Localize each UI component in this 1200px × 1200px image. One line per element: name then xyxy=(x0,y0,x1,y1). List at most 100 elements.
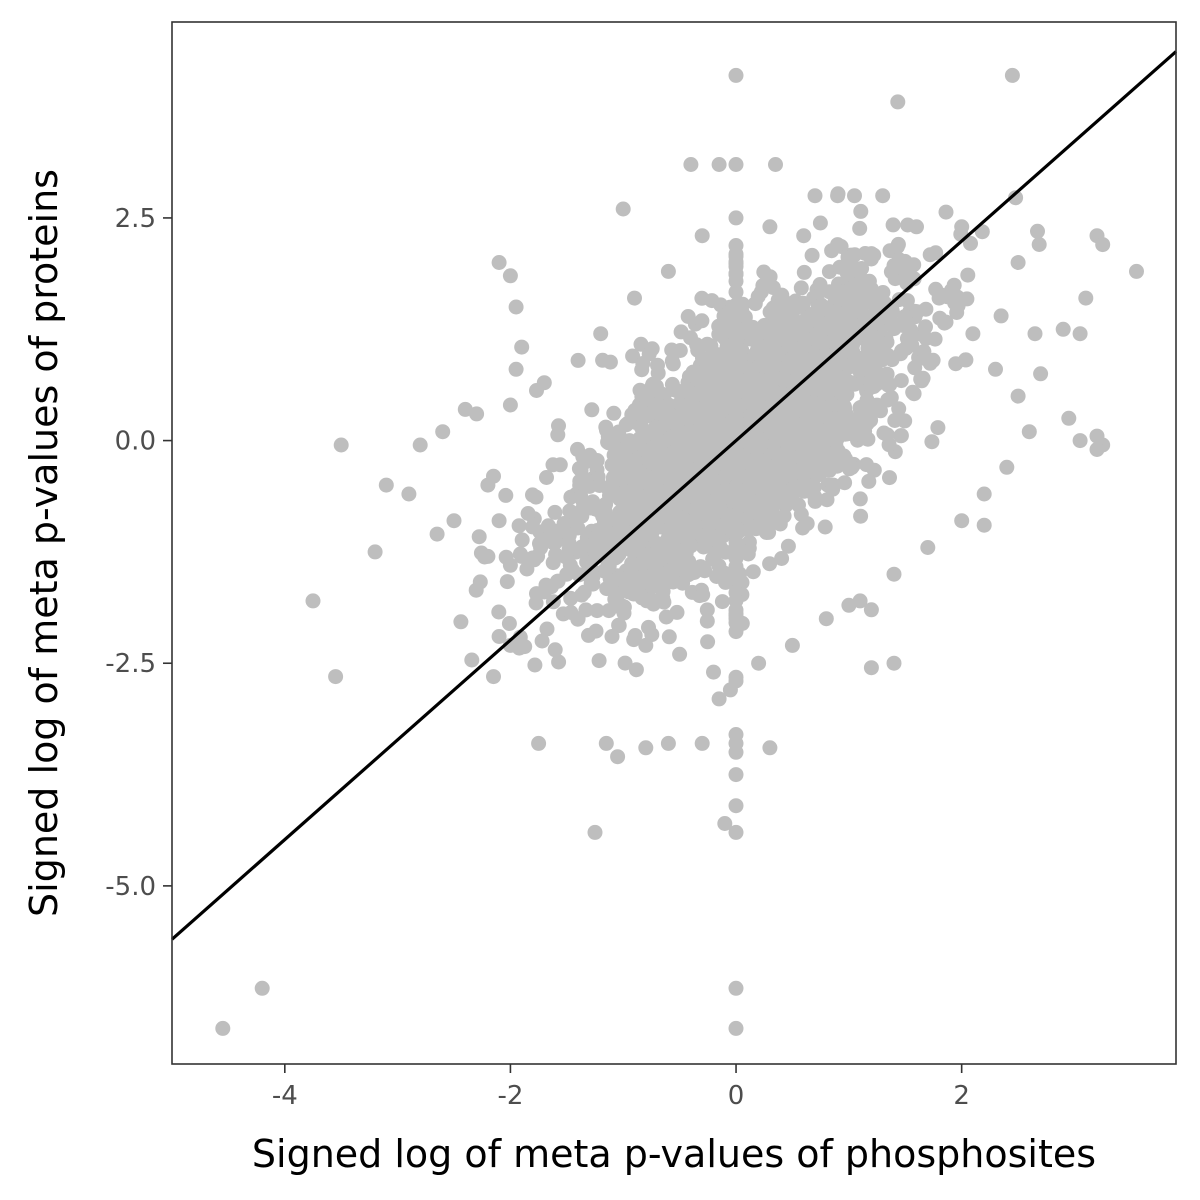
data-point xyxy=(600,434,616,450)
data-point xyxy=(835,424,851,440)
data-point xyxy=(606,447,622,463)
data-point xyxy=(924,434,940,450)
data-point xyxy=(650,365,666,381)
data-point xyxy=(840,373,856,389)
data-point xyxy=(728,798,744,814)
data-point xyxy=(589,453,605,468)
data-point xyxy=(762,556,778,572)
data-point xyxy=(988,361,1003,377)
data-point xyxy=(847,188,862,204)
data-point xyxy=(774,551,790,566)
data-point xyxy=(634,404,650,419)
data-point xyxy=(793,354,809,370)
data-point xyxy=(852,220,868,236)
data-point xyxy=(762,304,778,320)
data-point xyxy=(852,593,868,609)
data-point xyxy=(540,530,556,546)
data-point xyxy=(728,593,744,608)
data-point xyxy=(486,669,501,685)
data-point xyxy=(881,437,897,453)
data-point xyxy=(669,604,685,620)
data-point xyxy=(574,502,590,518)
data-point xyxy=(812,277,828,292)
data-point xyxy=(333,437,349,453)
data-point xyxy=(776,294,792,310)
data-point xyxy=(762,740,778,756)
data-point xyxy=(654,538,670,554)
data-point xyxy=(673,324,689,340)
data-point xyxy=(536,584,552,600)
data-point xyxy=(954,513,970,529)
data-point xyxy=(464,652,480,668)
data-point xyxy=(774,471,790,487)
data-point xyxy=(879,334,895,350)
data-point xyxy=(547,642,563,658)
data-point xyxy=(886,566,902,582)
data-point xyxy=(666,501,682,517)
data-point xyxy=(889,239,905,255)
data-point xyxy=(830,188,846,204)
data-point xyxy=(584,402,600,418)
data-point xyxy=(918,330,934,346)
data-point xyxy=(778,327,793,343)
data-point xyxy=(820,368,836,383)
data-point xyxy=(699,602,715,618)
data-point xyxy=(875,188,891,204)
data-point xyxy=(660,263,676,279)
data-point xyxy=(499,574,515,590)
data-point xyxy=(1061,410,1077,426)
data-point xyxy=(627,290,642,306)
data-point xyxy=(836,399,852,415)
data-point xyxy=(650,442,665,458)
data-point xyxy=(728,611,744,627)
data-point xyxy=(890,317,906,333)
data-point xyxy=(780,538,796,554)
data-point xyxy=(728,455,744,471)
data-point xyxy=(728,67,744,83)
data-point xyxy=(844,316,860,331)
data-point xyxy=(863,602,879,618)
data-point xyxy=(585,569,601,584)
data-point xyxy=(728,673,744,689)
data-point xyxy=(527,657,543,673)
data-point xyxy=(776,372,792,388)
data-point xyxy=(716,308,732,324)
data-point xyxy=(787,415,803,431)
panel-border xyxy=(171,21,1177,1065)
data-point xyxy=(501,616,517,631)
data-point xyxy=(534,633,550,649)
data-point xyxy=(709,544,725,560)
y-tick-label: 2.5 xyxy=(115,204,156,234)
data-point xyxy=(887,413,903,428)
data-point xyxy=(799,516,815,532)
data-point xyxy=(918,319,933,335)
data-point xyxy=(621,574,637,590)
data-point xyxy=(829,347,845,363)
data-point xyxy=(780,437,796,453)
data-point xyxy=(891,401,907,417)
data-point xyxy=(765,280,781,296)
data-point xyxy=(818,611,834,627)
data-point xyxy=(574,587,590,603)
data-point xyxy=(520,506,536,521)
data-point xyxy=(728,302,744,318)
data-point xyxy=(491,629,507,644)
data-point xyxy=(1055,321,1071,337)
data-point xyxy=(305,593,321,609)
data-point xyxy=(471,529,487,545)
data-point xyxy=(768,157,783,172)
data-point xyxy=(751,655,767,671)
data-point xyxy=(672,646,688,662)
data-point xyxy=(728,767,744,783)
data-point xyxy=(728,396,744,411)
data-point xyxy=(863,327,879,343)
data-point xyxy=(664,376,680,392)
data-point xyxy=(514,548,530,564)
data-point xyxy=(581,627,596,643)
data-point xyxy=(880,377,896,393)
data-point xyxy=(830,237,846,253)
data-point xyxy=(574,539,590,555)
data-point xyxy=(617,655,633,671)
data-point xyxy=(1010,388,1026,404)
